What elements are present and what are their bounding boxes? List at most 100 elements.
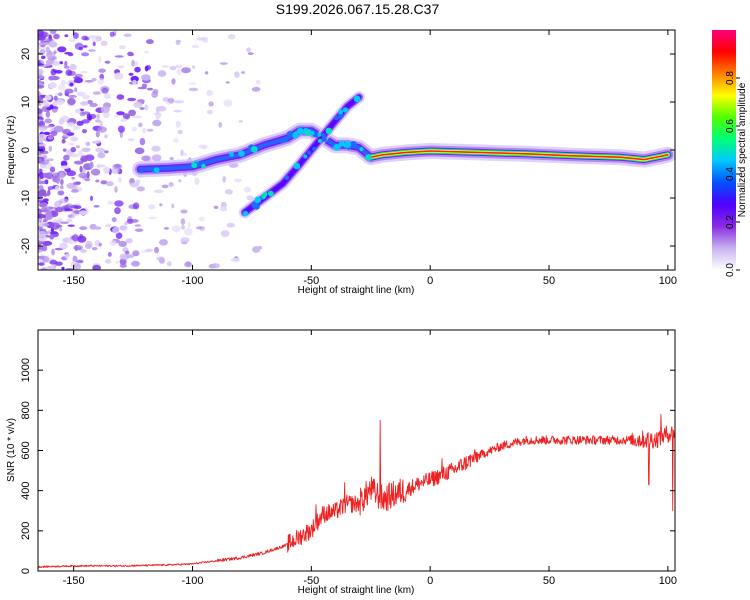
noise-blob: [125, 238, 133, 244]
noise-blob: [118, 240, 127, 247]
noise-blob: [53, 125, 64, 133]
noise-blob: [72, 211, 76, 219]
noise-blob: [73, 76, 80, 79]
noise-blob: [168, 97, 175, 104]
trace-blob: [282, 137, 288, 143]
noise-blob: [78, 210, 88, 216]
noise-blob: [221, 230, 230, 238]
noise-blob: [66, 170, 76, 177]
noise-blob: [116, 94, 125, 100]
trace-blob: [312, 146, 317, 151]
noise-blob: [39, 168, 43, 174]
noise-blob: [89, 161, 94, 169]
noise-blob: [247, 52, 254, 55]
noise-blob: [154, 246, 159, 254]
noise-blob: [141, 83, 148, 88]
noise-blob: [72, 125, 80, 131]
noise-blob: [196, 226, 203, 230]
noise-blob: [173, 109, 182, 113]
noise-blob: [97, 126, 107, 133]
noise-blob: [162, 97, 170, 102]
noise-blob: [78, 46, 84, 51]
noise-blob: [58, 92, 63, 97]
chart-title: S199.2026.067.15.28.C37: [275, 1, 440, 17]
noise-blob: [230, 257, 241, 262]
noise-blob: [82, 129, 87, 134]
noise-blob: [38, 186, 43, 190]
noise-blob: [72, 181, 81, 186]
noise-blob: [171, 225, 181, 233]
trace-blob: [334, 115, 339, 121]
noise-blob: [171, 78, 176, 85]
noise-blob: [68, 38, 76, 43]
noise-blob: [78, 172, 88, 179]
colorbar-label: Normalized spectral amplitude: [737, 82, 748, 217]
trace-blob: [359, 147, 364, 152]
noise-blob: [69, 153, 79, 158]
noise-blob: [132, 250, 140, 257]
noise-blob: [38, 90, 41, 98]
trace-blob: [293, 162, 301, 170]
noise-blob: [39, 49, 46, 55]
noise-blob: [56, 177, 60, 184]
noise-blob: [109, 31, 115, 37]
noise-blob: [50, 222, 61, 230]
noise-blob: [127, 51, 134, 57]
x-tick-label: -150: [63, 275, 85, 287]
trace-blob: [140, 169, 144, 174]
trace-blob: [337, 112, 344, 119]
noise-blob: [113, 115, 119, 118]
noise-blob: [59, 198, 69, 204]
noise-blob: [42, 193, 49, 197]
noise-blob: [103, 93, 112, 100]
noise-blob: [79, 165, 83, 173]
noise-blob: [191, 44, 200, 49]
noise-blob: [69, 63, 77, 71]
noise-blob: [105, 223, 111, 228]
noise-blob: [112, 163, 123, 170]
noise-blob: [125, 250, 130, 255]
snr-xlabel: Height of straight line (km): [298, 585, 415, 596]
noise-blob: [243, 186, 251, 193]
noise-blob: [63, 154, 70, 161]
noise-blob: [49, 259, 58, 265]
noise-blob: [38, 144, 43, 147]
trace-blob: [365, 154, 372, 161]
noise-blob: [49, 235, 55, 240]
colorbar-tick-label: 0.8: [725, 71, 736, 85]
noise-blob: [120, 118, 127, 122]
noise-blob: [38, 145, 46, 153]
main-trace-core: [370, 150, 669, 161]
noise-blob: [47, 136, 54, 140]
noise-blob: [82, 45, 88, 48]
noise-blob: [86, 171, 90, 179]
trace-blob: [284, 175, 290, 180]
noise-blob: [114, 207, 121, 215]
noise-blob: [131, 219, 139, 223]
noise-blob: [38, 75, 45, 79]
noise-blob: [226, 222, 235, 228]
noise-blob: [218, 121, 223, 128]
trace-blob: [200, 159, 204, 164]
noise-blob: [192, 65, 196, 69]
noise-blob: [206, 89, 214, 96]
noise-blob: [54, 185, 60, 191]
noise-blob: [146, 87, 154, 91]
noise-blob: [61, 139, 66, 144]
noise-blob: [222, 176, 227, 183]
trace-blob: [238, 150, 245, 157]
noise-blob: [57, 83, 66, 91]
noise-blob: [251, 86, 261, 92]
noise-blob: [131, 59, 135, 67]
noise-blob: [111, 217, 117, 223]
noise-blob: [219, 62, 228, 65]
noise-blob: [196, 37, 206, 41]
noise-blob: [178, 179, 182, 183]
noise-blob: [77, 235, 87, 243]
noise-blob: [134, 147, 145, 155]
noise-blob: [148, 216, 157, 220]
noise-blob: [38, 138, 45, 142]
noise-blob: [84, 178, 91, 182]
noise-blob: [92, 264, 101, 270]
